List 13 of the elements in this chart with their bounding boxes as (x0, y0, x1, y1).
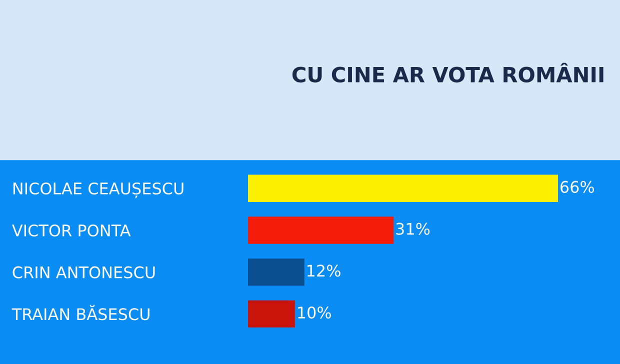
y-tick-label: TRAIAN BĂSESCU (12, 304, 150, 320)
bar (248, 216, 394, 244)
y-tick-label: VICTOR PONTA (12, 224, 131, 237)
y-tick-label: CRIN ANTONESCU (12, 266, 155, 278)
chart-title: CU CINE AR VOTA ROMÂNII (292, 62, 604, 82)
bar (248, 258, 304, 286)
data-label: 10% (298, 306, 331, 319)
data-label: 66% (560, 180, 594, 194)
bar (248, 300, 295, 328)
data-label: 12% (308, 264, 340, 277)
bar (248, 174, 558, 202)
data-label: 31% (396, 222, 430, 235)
y-tick-label: NICOLAE CEAUȘESCU (13, 182, 184, 198)
